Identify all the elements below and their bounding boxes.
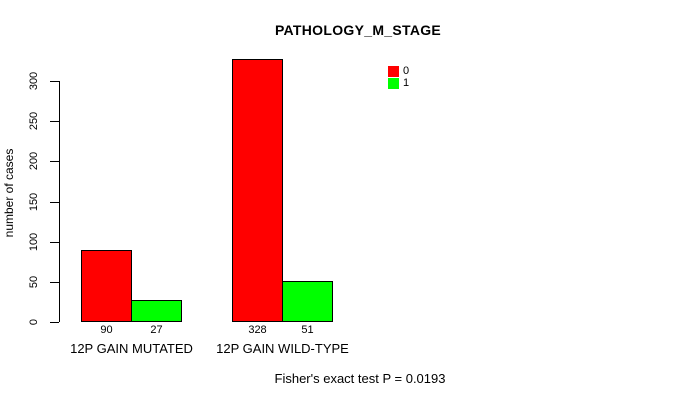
y-tick-label: 200 (28, 151, 40, 171)
chart-title: PATHOLOGY_M_STAGE (274, 22, 442, 38)
legend-item-1: 1 (388, 78, 409, 89)
y-axis-tick (50, 121, 59, 122)
legend-swatch (388, 78, 399, 89)
y-tick-label: 0 (28, 318, 40, 326)
category-label: 12P GAIN WILD-TYPE (216, 341, 349, 356)
y-axis-tick (50, 161, 59, 162)
y-axis-tick (50, 242, 59, 243)
legend-label: 1 (403, 77, 410, 89)
y-tick-label: 300 (28, 71, 40, 91)
bar-1-0 (131, 300, 182, 322)
y-tick-label: 50 (28, 275, 40, 289)
bar-0-1 (232, 59, 283, 322)
bar-value-label: 51 (301, 324, 314, 336)
bar-0-0 (81, 250, 132, 322)
legend-label: 0 (403, 65, 410, 77)
y-axis-tick (50, 282, 59, 283)
category-label: 12P GAIN MUTATED (70, 341, 193, 356)
y-axis-label: number of cases (2, 148, 16, 238)
stats-annotation: Fisher's exact test P = 0.0193 (274, 371, 446, 386)
y-axis-tick (50, 81, 59, 82)
y-tick-label: 100 (28, 232, 40, 252)
bar-1-1 (282, 281, 333, 322)
y-axis-line (59, 81, 60, 322)
legend-item-0: 0 (388, 66, 409, 77)
y-axis-tick (50, 202, 59, 203)
bar-value-label: 90 (100, 324, 113, 336)
y-tick-label: 150 (28, 192, 40, 212)
y-tick-label: 250 (28, 111, 40, 131)
legend-swatch (388, 66, 399, 77)
y-axis-tick (50, 322, 59, 323)
bar-value-label: 328 (248, 324, 267, 336)
bar-value-label: 27 (150, 324, 163, 336)
